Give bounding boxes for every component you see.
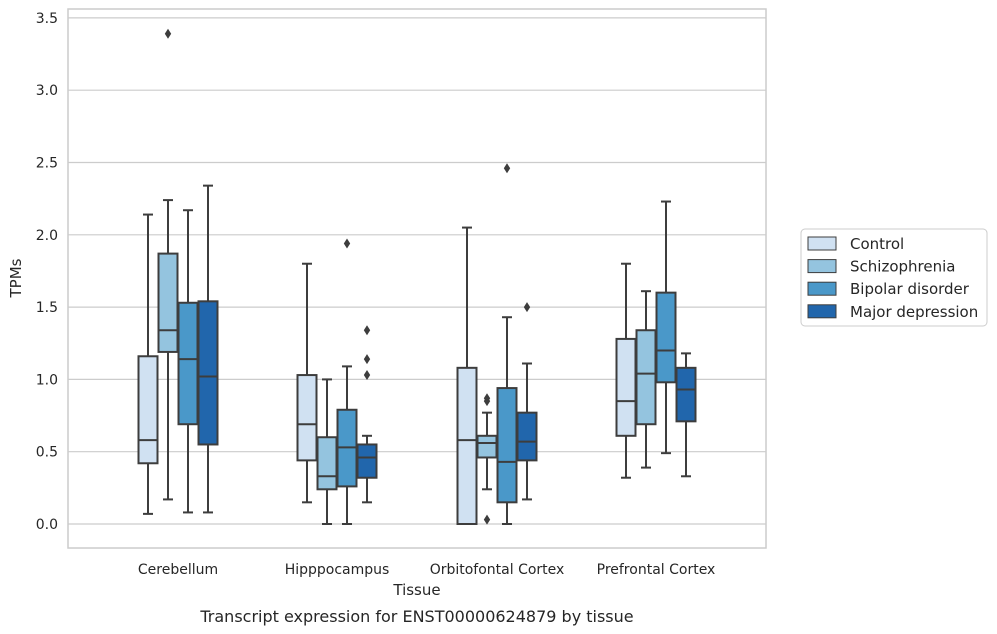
box-iqr (177, 301, 199, 426)
box (177, 209, 199, 514)
box-iqr (615, 337, 637, 437)
legend-swatch (807, 304, 837, 319)
box-iqr (356, 443, 378, 479)
outlier-point (363, 354, 371, 365)
outlier-point (483, 514, 491, 525)
box-iqr (516, 411, 538, 462)
grid-lines (68, 17, 766, 525)
legend-swatch (807, 259, 837, 274)
box-iqr (197, 300, 219, 446)
y-tick-label: 2.5 (36, 156, 58, 172)
box-iqr (476, 434, 498, 459)
box-iqr (635, 329, 657, 426)
box (476, 393, 498, 525)
box (296, 262, 318, 504)
legend-label: Control (850, 235, 904, 253)
outlier-point (363, 325, 371, 336)
box (635, 290, 657, 469)
box (516, 302, 538, 501)
box-groups (137, 28, 697, 525)
legend: Control Schizophrenia Bipolar disorder Majo… (800, 228, 988, 327)
y-tick-label: 0.5 (36, 445, 58, 461)
y-tick-label: 3.0 (36, 83, 58, 99)
outlier-point (523, 302, 531, 313)
x-tick-label: Cerebellum (138, 562, 218, 578)
legend-label: Major depression (850, 303, 978, 321)
box-iqr (456, 366, 478, 525)
x-axis-label: Tissue (392, 581, 440, 599)
y-tick-label: 0.0 (36, 517, 58, 533)
x-tick-label: Prefrontal Cortex (597, 562, 716, 578)
box (316, 378, 338, 525)
y-axis-label: TPMs (7, 258, 25, 298)
box (197, 184, 219, 514)
y-tick-label: 1.5 (36, 300, 58, 316)
outlier-point (343, 238, 351, 249)
box-iqr (675, 366, 697, 423)
legend-label: Bipolar disorder (850, 280, 970, 298)
plot-area (67, 8, 767, 549)
box-iqr (655, 291, 677, 384)
series-schizophrenia (157, 28, 657, 525)
legend-label: Schizophrenia (850, 258, 955, 276)
box (137, 213, 159, 515)
box-iqr (137, 355, 159, 465)
box (356, 325, 378, 504)
box-iqr (296, 374, 318, 462)
x-axis-ticks: Cerebellum Hipppocampus Orbitofontal Corte… (138, 562, 715, 578)
series-control (137, 213, 637, 525)
y-axis-ticks: 0.0 0.5 1.0 1.5 2.0 2.5 3.0 3.5 (36, 11, 58, 533)
outlier-point (164, 28, 172, 39)
legend-swatch (807, 281, 837, 296)
outlier-point (503, 163, 511, 174)
box-iqr (316, 436, 338, 491)
legend-frame (800, 228, 988, 327)
y-tick-label: 3.5 (36, 11, 58, 27)
y-tick-label: 2.0 (36, 228, 58, 244)
series-major-depression (197, 184, 697, 514)
box-iqr (496, 387, 518, 504)
box-iqr (157, 252, 179, 353)
outlier-point (363, 370, 371, 381)
box (655, 200, 677, 455)
x-tick-label: Hipppocampus (285, 562, 390, 578)
x-tick-label: Orbitofontal Cortex (430, 562, 565, 578)
box (615, 262, 637, 479)
y-tick-label: 1.0 (36, 372, 58, 388)
legend-swatch (807, 236, 837, 251)
box (675, 352, 697, 478)
chart-caption: Transcript expression for ENST0000062487… (199, 607, 633, 626)
outlier-point (483, 396, 491, 407)
